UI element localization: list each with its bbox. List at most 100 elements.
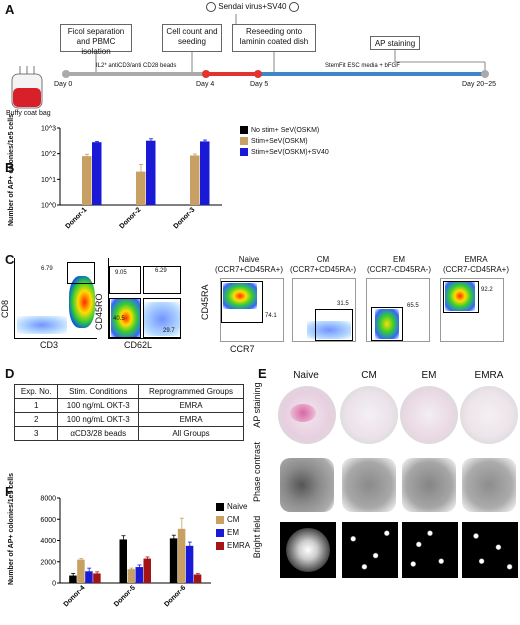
- bright-cm: [342, 522, 398, 578]
- bar: [69, 575, 77, 583]
- table-header: Exp. No.: [13, 384, 59, 399]
- y-tick-label: 6000: [40, 517, 56, 524]
- subset-name: CM: [316, 255, 330, 264]
- category-label: Donor-3: [172, 206, 196, 230]
- subset-value: 74.1: [265, 313, 277, 319]
- subset-title: CM (CCR7+CD45RA-): [286, 255, 360, 275]
- flow-density: [307, 321, 351, 339]
- table-cell: 3: [13, 426, 59, 441]
- flow-density: [69, 276, 95, 328]
- ap-staining-box: AP staining: [370, 36, 420, 50]
- cd45ra-label: CD45RA: [200, 284, 210, 320]
- panel-e-label: E: [258, 366, 267, 381]
- gate-box: [143, 298, 181, 338]
- buffy-label: Buffy coat bag: [6, 110, 51, 117]
- flow-density: [445, 281, 475, 311]
- bar: [190, 155, 200, 205]
- gate-box: [143, 266, 181, 294]
- table-cell: 1: [13, 398, 59, 413]
- row-label: AP staining: [252, 382, 262, 428]
- phase-cm: [342, 458, 396, 512]
- subset-value: 31.5: [337, 301, 349, 307]
- quad-value: 40.5: [113, 316, 125, 322]
- col-header: Naive: [293, 370, 319, 381]
- experiment-table: Exp. No. Stim. Conditions Reprogrammed G…: [13, 384, 244, 441]
- subset-name: EM: [393, 255, 405, 264]
- legend-text: Naive: [227, 502, 248, 511]
- day5-dot: [254, 70, 262, 78]
- table-cell: EMRA: [138, 412, 244, 427]
- bar: [135, 567, 143, 583]
- flow-plot-cm: 31.5: [292, 278, 356, 342]
- virus-icon: [206, 2, 216, 12]
- legend-text: EM: [227, 528, 239, 537]
- panel-f-ylabel: Number of AP+ colonies/1e5 cells: [8, 473, 15, 585]
- buffy-coat-bag-icon: [11, 66, 43, 109]
- quad-value: 9.05: [115, 270, 127, 276]
- y-tick-label: 10^2: [41, 151, 56, 158]
- ap-plate-em: [400, 386, 458, 444]
- ficol-box: Ficol separation and PBMC isolation: [60, 24, 132, 56]
- flow-plot-cd62l: 9.05 6.29 40.5 29.7: [108, 258, 181, 339]
- legend-item: EM: [216, 528, 266, 541]
- bright-dots: [462, 522, 518, 578]
- subset-sub: (CCR7+CD45RA-): [289, 265, 356, 274]
- y-tick-label: 8000: [40, 496, 56, 503]
- bar: [169, 538, 178, 583]
- stain-spot: [290, 404, 316, 422]
- day0-label: Day 0: [54, 81, 73, 88]
- panel-a-label: A: [5, 2, 15, 17]
- gate-box: [109, 298, 141, 338]
- gate-value: 6.79: [41, 266, 53, 272]
- y-tick-label: 2000: [40, 559, 56, 566]
- y-tick-label: 10^1: [41, 177, 56, 184]
- category-label: Donor-6: [163, 584, 187, 608]
- legend-text: EMRA: [227, 541, 251, 550]
- panel-d-label: D: [5, 366, 15, 381]
- legend-swatch: [216, 541, 224, 550]
- cd62l-label: CD62L: [124, 340, 153, 350]
- subset-title: EMRA (CCR7-CD45RA+): [436, 255, 516, 275]
- legend-swatch: [240, 126, 248, 134]
- day2025-dot: [481, 70, 489, 78]
- bright-dots: [342, 522, 398, 578]
- legend-item: Stim+SeV(OSKM)+SV40: [240, 148, 380, 159]
- chart-f: 0 2000 4000 6000 8000 Donor-4 Donor-5 Donor-6: [40, 496, 211, 608]
- bar: [146, 140, 156, 205]
- panel-f-legend: Naive CM EM EMRA: [216, 502, 266, 554]
- flow-density: [223, 283, 257, 309]
- day4-dot: [202, 70, 210, 78]
- day4-label: Day 4: [196, 81, 215, 88]
- col-header: EMRA: [474, 370, 504, 381]
- subset-value: 65.5: [407, 303, 419, 309]
- gate-box: [221, 281, 263, 323]
- y-tick-label: 10^0: [41, 203, 56, 210]
- col-header: EM: [421, 370, 437, 381]
- cd45ro-label: CD45RO: [94, 293, 104, 330]
- bar: [82, 156, 92, 205]
- gate-box: [109, 266, 141, 294]
- bar: [127, 569, 135, 583]
- category-label: Donor-5: [113, 584, 137, 608]
- row-label: Phase contrast: [252, 441, 262, 503]
- bar: [143, 558, 151, 583]
- subset-title: EM (CCR7-CD45RA-): [362, 255, 436, 275]
- table-cell: 100 ng/mL OKT-3: [57, 398, 139, 413]
- cd8-label: CD8: [0, 299, 10, 318]
- legend-swatch: [216, 502, 224, 511]
- panel-b-label: B: [5, 160, 15, 175]
- bar: [85, 571, 93, 583]
- bar: [119, 539, 127, 583]
- subset-title: Naive (CCR7+CD45RA+): [214, 255, 284, 275]
- gate-box: [371, 307, 403, 341]
- table-cell: 100 ng/mL OKT-3: [57, 412, 139, 427]
- table-cell: All Groups: [138, 426, 244, 441]
- flow-density: [143, 302, 181, 336]
- bar: [193, 574, 202, 583]
- y-tick-label: 10^3: [41, 126, 56, 133]
- legend-swatch: [240, 137, 248, 145]
- flow-plot-cd3: 6.79: [14, 258, 97, 339]
- subset-sub: (CCR7+CD45RA+): [214, 265, 284, 274]
- subset-name: EMRA: [464, 255, 488, 264]
- bar: [77, 559, 85, 583]
